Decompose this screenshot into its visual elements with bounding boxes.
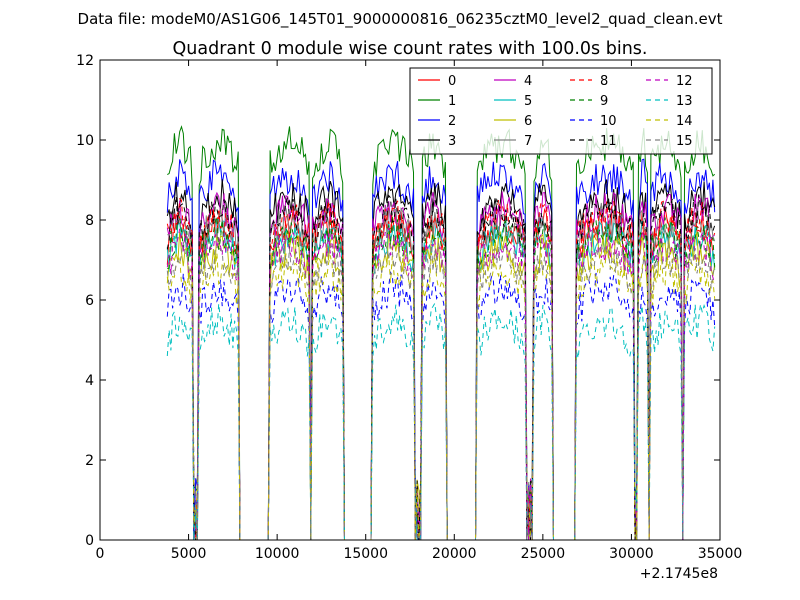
y-tick-label: 4: [85, 373, 94, 389]
legend-box: [409, 67, 713, 155]
legend-label-6: 6: [524, 114, 532, 129]
x-tick-label: 30000: [609, 546, 654, 562]
legend-label-9: 9: [600, 94, 608, 109]
legend-label-15: 15: [676, 134, 693, 149]
x-tick-label: 35000: [698, 546, 743, 562]
legend-label-3: 3: [448, 134, 456, 149]
y-tick-label: 12: [76, 53, 94, 69]
y-tick-label: 8: [85, 213, 94, 229]
series-line-10: [166, 270, 716, 541]
y-tick-label: 2: [85, 453, 94, 469]
axis-ticks: 0 5000 10000 15000 20000 25000 30000 35000 0 2 4 6 8…: [76, 53, 742, 562]
legend-label-7: 7: [524, 134, 532, 149]
chart-title: Quadrant 0 module wise count rates with …: [173, 39, 648, 59]
legend-label-1: 1: [448, 94, 456, 109]
legend-label-0: 0: [448, 74, 456, 89]
legend-label-13: 13: [676, 94, 693, 109]
series-line-11: [166, 194, 716, 541]
x-offset-label: +2.1745e8: [640, 566, 718, 582]
series-line-8: [166, 197, 716, 541]
y-tick-label: 0: [85, 533, 94, 549]
x-tick-label: 20000: [432, 546, 477, 562]
series-line-6: [166, 230, 716, 541]
legend-label-11: 11: [600, 134, 617, 149]
x-tick-label: 15000: [343, 546, 388, 562]
series-line-9: [167, 214, 716, 541]
y-tick-label: 10: [76, 133, 94, 149]
legend-label-14: 14: [676, 114, 693, 129]
series-line-13: [166, 301, 716, 541]
y-tick-label: 6: [85, 293, 94, 309]
legend-label-4: 4: [524, 74, 532, 89]
x-tick-label: 5000: [171, 546, 207, 562]
legend-label-10: 10: [600, 114, 617, 129]
series-line-1: [167, 125, 716, 541]
legend-label-5: 5: [524, 94, 532, 109]
plot-lines: [166, 125, 716, 541]
suptitle: Data file: modeM0/AS1G06_145T01_90000008…: [78, 10, 723, 29]
x-tick-label: 10000: [255, 546, 300, 562]
legend-label-2: 2: [448, 114, 456, 129]
legend-label-12: 12: [676, 74, 693, 89]
x-tick-label: 0: [96, 546, 105, 562]
legend-label-8: 8: [600, 74, 608, 89]
series-line-15: [166, 239, 716, 541]
x-tick-label: 25000: [521, 546, 566, 562]
